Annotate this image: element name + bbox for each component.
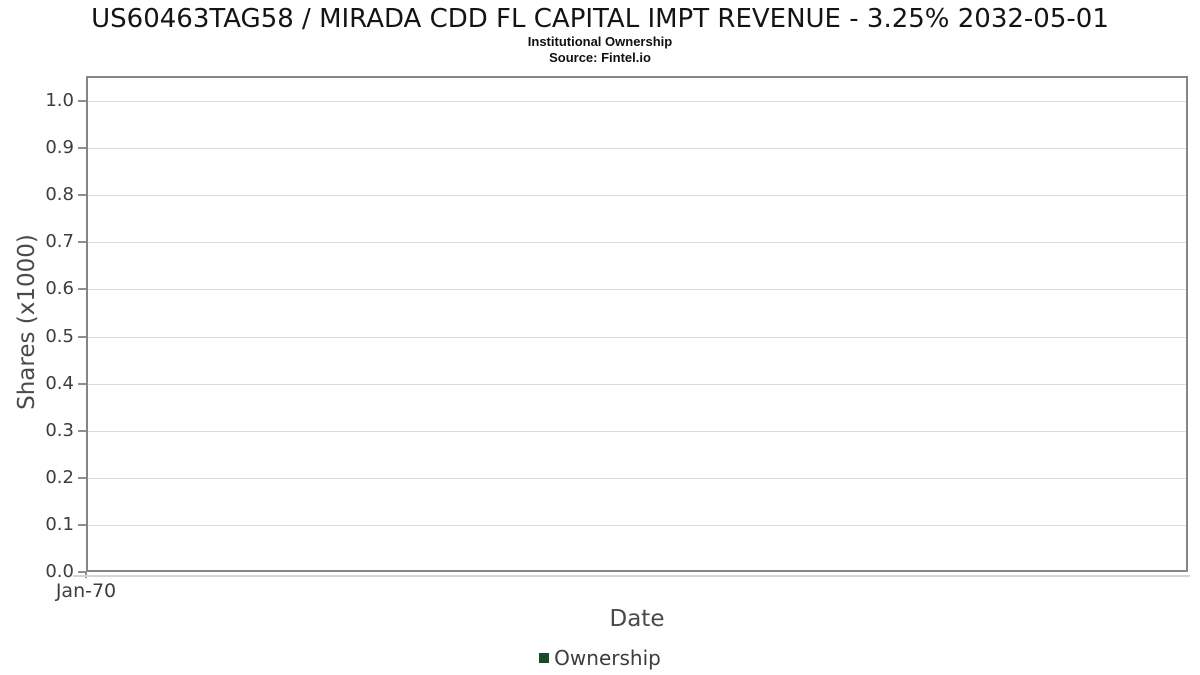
- y-tick-mark: [78, 194, 86, 196]
- y-gridline: [88, 242, 1186, 243]
- legend-marker-square-icon: [539, 653, 550, 663]
- y-tick-label: 0.3: [45, 420, 74, 441]
- y-gridline: [88, 478, 1186, 479]
- y-tick-mark: [78, 571, 86, 573]
- y-tick-label: 0.4: [45, 373, 74, 394]
- y-tick-mark: [78, 477, 86, 479]
- chart-title: US60463TAG58 / MIRADA CDD FL CAPITAL IMP…: [91, 4, 1109, 34]
- chart-source: Source: Fintel.io: [549, 50, 651, 65]
- y-gridline: [88, 431, 1186, 432]
- y-gridline: [88, 148, 1186, 149]
- y-gridline: [88, 289, 1186, 290]
- y-tick-mark: [78, 430, 86, 432]
- y-tick-label: 0.5: [45, 326, 74, 347]
- y-gridline: [88, 195, 1186, 196]
- y-tick-mark: [78, 100, 86, 102]
- y-tick-label: 0.7: [45, 231, 74, 252]
- y-tick-label: 0.2: [45, 467, 74, 488]
- y-tick-label: 0.8: [45, 184, 74, 205]
- y-tick-label: 0.0: [45, 561, 74, 582]
- y-tick-label: 1.0: [45, 90, 74, 111]
- legend-label: Ownership: [554, 646, 661, 670]
- y-tick-label: 0.1: [45, 514, 74, 535]
- y-tick-mark: [78, 336, 86, 338]
- x-axis-label: Date: [609, 606, 665, 632]
- axis-underline-decoration: [73, 575, 1190, 577]
- y-tick-mark: [78, 524, 86, 526]
- y-gridline: [88, 525, 1186, 526]
- legend-entry-ownership[interactable]: Ownership: [539, 645, 661, 671]
- y-tick-mark: [78, 288, 86, 290]
- y-gridline: [88, 101, 1186, 102]
- y-tick-mark: [78, 383, 86, 385]
- y-tick-mark: [78, 241, 86, 243]
- y-gridline: [88, 384, 1186, 385]
- legend: Ownership: [0, 644, 1200, 672]
- y-tick-label: 0.9: [45, 137, 74, 158]
- y-tick-mark: [78, 147, 86, 149]
- plot-area: [86, 76, 1188, 572]
- y-tick-label: 0.6: [45, 278, 74, 299]
- chart-subtitle: Institutional Ownership: [527, 34, 673, 49]
- y-gridline: [88, 337, 1186, 338]
- x-tick-label: Jan-70: [55, 580, 117, 602]
